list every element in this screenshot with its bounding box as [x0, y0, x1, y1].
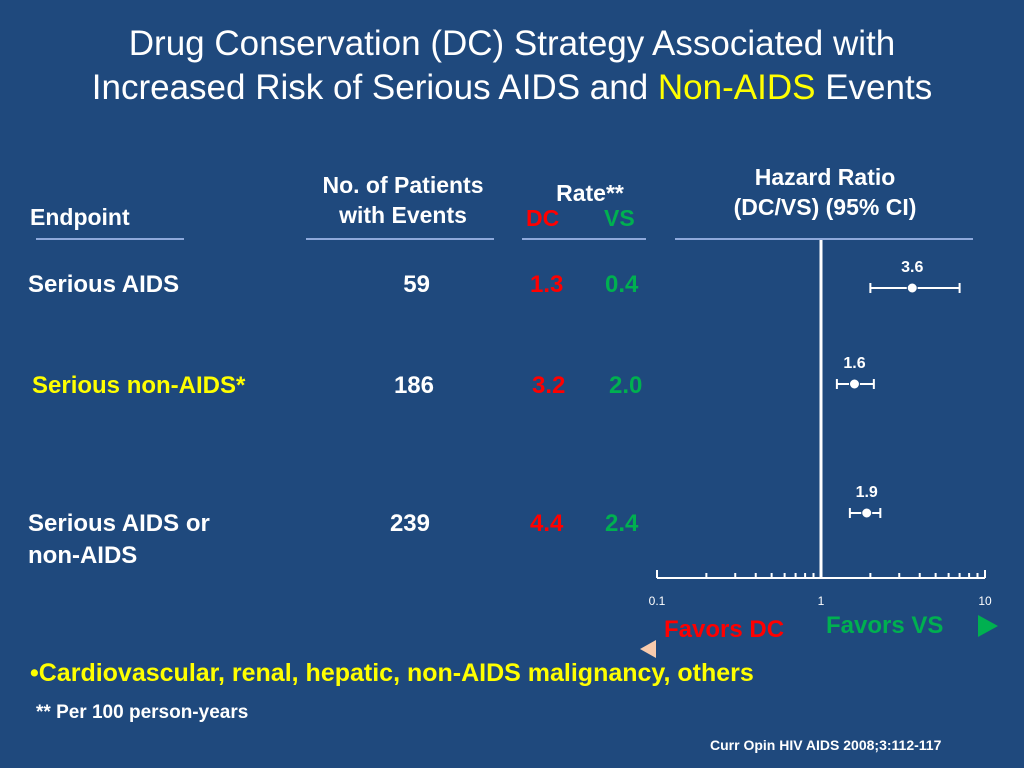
forest-marks: 3.6 1.6 1.9	[835, 259, 961, 519]
row-3-endpoint: Serious AIDS or non-AIDS	[28, 508, 210, 572]
header-patients-line1: No. of Patients	[322, 172, 484, 198]
header-vs: VS	[604, 205, 635, 231]
header-rate: Rate**	[556, 180, 624, 206]
header-dc: DC	[526, 205, 560, 231]
point-label-2: 1.6	[843, 355, 865, 372]
favors-dc-label: Favors DC	[664, 616, 785, 643]
title-line-1: Drug Conservation (DC) Strategy Associat…	[128, 24, 896, 63]
row-1-rate-vs: 0.4	[605, 271, 639, 298]
rule-hazard-ratio	[675, 238, 973, 240]
header-hr-line2: (DC/VS) (95% CI)	[733, 194, 917, 220]
title-line-2c: Events	[815, 68, 933, 107]
title-line-2a: Increased Risk of Serious AIDS and	[91, 68, 658, 107]
row-2-rate-dc: 3.2	[532, 372, 566, 399]
favors-vs-label: Favors VS	[826, 612, 944, 639]
header-endpoint: Endpoint	[30, 204, 130, 230]
footnote-bullet: •Cardiovascular, renal, hepatic, non-AID…	[30, 659, 754, 687]
row-2-rate-vs: 2.0	[609, 372, 643, 399]
row-2-patients: 186	[393, 372, 434, 399]
row-1-rate-dc: 1.3	[530, 271, 564, 298]
title-non-aids: Non-AIDS	[657, 68, 816, 107]
favors-dc-arrow-icon	[640, 640, 656, 658]
row-1-patients: 59	[403, 271, 430, 298]
header-hr-line1: Hazard Ratio	[754, 164, 896, 190]
citation: Curr Opin HIV AIDS 2008;3:112-117	[710, 737, 942, 753]
footnote-per: ** Per 100 person-years	[36, 702, 249, 723]
header-patients-line2: with Events	[339, 202, 467, 228]
row-3-rate-dc: 4.4	[530, 510, 564, 537]
row-3-endpoint-line1: Serious AIDS or	[28, 510, 210, 537]
row-3-patients: 239	[389, 510, 430, 537]
favors-vs-arrow-icon	[978, 615, 998, 637]
rule-rate	[522, 238, 646, 240]
header-patients: No. of Patients with Events	[296, 170, 510, 230]
header-hazard-ratio: Hazard Ratio (DC/VS) (95% CI)	[680, 162, 970, 222]
point-estimate-2	[848, 378, 860, 390]
point-label-1: 3.6	[901, 259, 923, 276]
rule-patients	[306, 238, 494, 240]
point-estimate-3	[861, 507, 873, 519]
x-tick-label-2: 1	[818, 594, 825, 608]
x-tick-label-3: 10	[978, 594, 992, 608]
point-estimate-1	[906, 282, 918, 294]
row-3-endpoint-line2: non-AIDS	[28, 542, 138, 569]
point-label-3: 1.9	[856, 484, 878, 501]
row-3-rate-vs: 2.4	[605, 510, 639, 537]
rule-endpoint	[36, 238, 184, 240]
row-2-endpoint: Serious non-AIDS*	[32, 372, 246, 399]
forest-axis: 0.1 1 10	[649, 240, 992, 608]
row-1-endpoint: Serious AIDS	[28, 271, 180, 298]
title-line-2: Increased Risk of Serious AIDS and Non-A…	[0, 66, 1024, 110]
x-tick-label-1: 0.1	[649, 594, 666, 608]
slide-title: Drug Conservation (DC) Strategy Associat…	[0, 22, 1024, 110]
